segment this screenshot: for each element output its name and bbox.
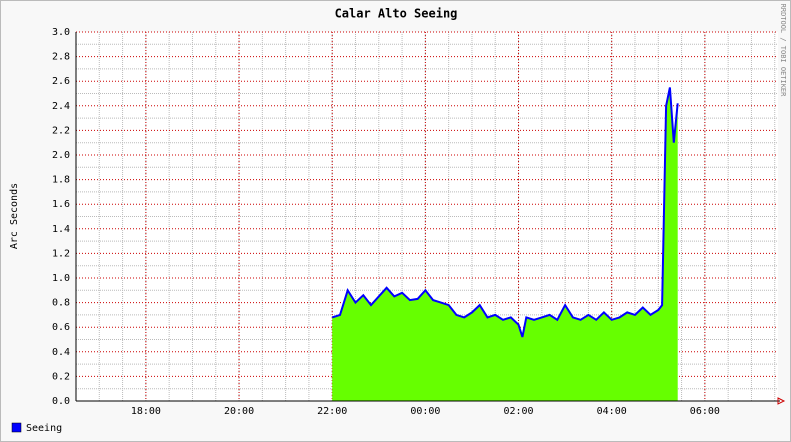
y-tick-label: 0.4 (52, 347, 70, 358)
x-tick-label: 00:00 (410, 406, 440, 417)
line (331, 87, 679, 338)
y-tick-label: 2.2 (52, 125, 70, 136)
x-tick-label: 04:00 (597, 406, 627, 417)
marks (331, 87, 679, 402)
y-tick-label: 0.2 (52, 371, 70, 382)
y-tick-label: 0.6 (52, 322, 70, 333)
chart-title: Calar Alto Seeing (335, 7, 458, 21)
y-tick-label: 3.0 (52, 27, 70, 38)
x-tick-label: 02:00 (503, 406, 533, 417)
x-tick-label: 18:00 (131, 406, 161, 417)
side-text: RRDTOOL / TOBI OETIKER (779, 4, 787, 98)
legend: Seeing (11, 422, 62, 434)
y-tick-label: 0.0 (52, 396, 70, 407)
y-tick-label: 1.6 (52, 199, 70, 210)
y-tick-label: 1.4 (52, 224, 70, 235)
x-tick-label: 06:00 (690, 406, 720, 417)
x-tick-label: 22:00 (317, 406, 347, 417)
y-tick-label: 2.4 (52, 101, 70, 112)
area (332, 87, 678, 402)
y-tick-label: 2.8 (52, 52, 70, 63)
legend-swatch (11, 422, 22, 433)
y-tick-label: 1.0 (52, 273, 70, 284)
y-tick-label: 2.0 (52, 150, 70, 161)
y-axis-label: Arc Seconds (9, 183, 20, 249)
y-tick-label: 1.8 (52, 175, 70, 186)
axes: 0.0 0.2 0.4 0.6 0.8 1.0 1.2 1.4 1.6 1.8 2.0 2.2 2.4 2… (52, 27, 786, 417)
y-tick-label: 0.8 (52, 298, 70, 309)
y-tick-label: 2.6 (52, 76, 70, 87)
x-axis-arrow (777, 397, 786, 405)
legend-label: Seeing (26, 423, 62, 434)
y-tick-label: 1.2 (52, 248, 70, 259)
x-tick-label: 20:00 (224, 406, 254, 417)
